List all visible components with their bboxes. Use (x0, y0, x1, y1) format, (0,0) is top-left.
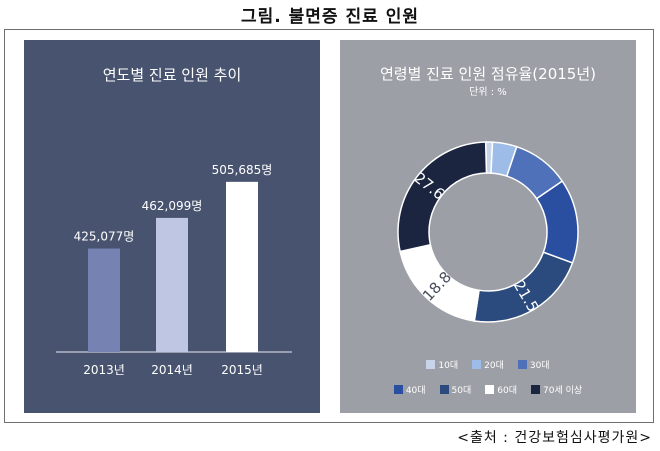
legend-row: 10대 20대 30대 (340, 358, 636, 371)
donut-chart: 21.518.827.6 (397, 141, 579, 323)
donut-chart-panel: 연령별 진료 인원 점유율(2015년) 단위 : % 21.5 18.8 27.6… (340, 40, 636, 413)
legend-swatch (517, 360, 527, 369)
donut-chart-title: 연령별 진료 인원 점유율(2015년) (380, 65, 596, 83)
bar-2013년 (88, 248, 120, 352)
bar-chart-panel: 연도별 진료 인원 추이 425,077명 2013년 462,099명 2014년 5… (24, 40, 320, 413)
x-tick-label: 2013년 (83, 363, 125, 377)
legend-label: 30대 (529, 361, 550, 371)
legend-swatch (439, 385, 449, 394)
legend-item: 60대 (485, 383, 517, 396)
legend-label: 70세 이상 (543, 386, 583, 396)
legend-swatch (531, 385, 541, 394)
legend-label: 40대 (405, 386, 426, 396)
legend-item: 10대 (426, 358, 458, 371)
x-tick-label: 2014년 (151, 363, 193, 377)
legend-item: 40대 (393, 383, 426, 396)
bar-value-label: 462,099명 (142, 199, 203, 213)
legend-label: 20대 (484, 361, 504, 371)
source-note: <출처 : 건강보험심사평가원> (457, 430, 652, 446)
legend-item: 20대 (472, 358, 504, 371)
bar-2014년 (156, 217, 188, 352)
legend-swatch (485, 385, 495, 394)
legend-swatch (472, 360, 482, 369)
legend-label: 10대 (438, 361, 459, 371)
legend-item: 70세 이상 (531, 383, 582, 396)
legend: 10대 20대 30대 40대 50대 60대 70세 이상 (340, 358, 636, 408)
legend-swatch (393, 385, 403, 394)
legend-label: 50대 (451, 386, 472, 396)
figure-title: 그림. 불면증 진료 인원 (241, 7, 419, 27)
legend-swatch (426, 360, 436, 369)
unit-label: 단위 : % (469, 87, 507, 98)
legend-label: 60대 (497, 386, 518, 396)
x-tick-label: 2015년 (221, 363, 263, 377)
bar-chart-title: 연도별 진료 인원 추이 (102, 66, 242, 84)
bar-value-label: 505,685명 (212, 163, 273, 177)
bar-2015년 (226, 181, 258, 352)
donut-slice-70세 이상 (397, 141, 488, 253)
bar-value-label: 425,077명 (74, 230, 135, 244)
legend-item: 30대 (517, 358, 550, 371)
bar-chart: 425,077명 2013년 462,099명 2014년 505,685명 2015년 (56, 163, 292, 377)
legend-row: 40대 50대 60대 70세 이상 (340, 383, 636, 396)
legend-item: 50대 (439, 383, 472, 396)
